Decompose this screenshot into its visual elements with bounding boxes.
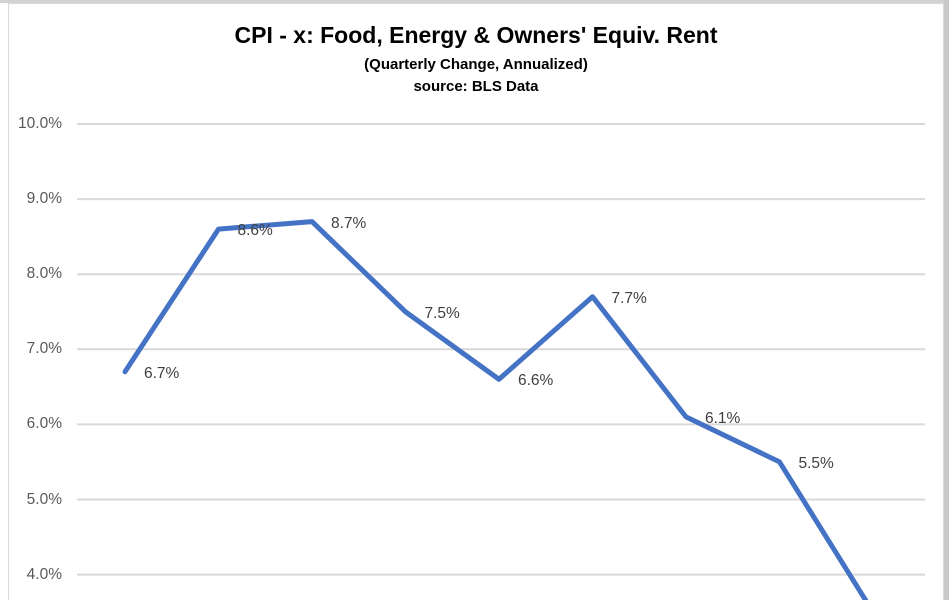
chart-subtitle: (Quarterly Change, Annualized)	[364, 56, 588, 73]
data-point-label: 7.5%	[424, 304, 460, 322]
chart-title: CPI - x: Food, Energy & Owners' Equiv. R…	[234, 22, 718, 48]
window-edge-right	[944, 0, 949, 600]
data-point-label: 6.6%	[518, 372, 554, 390]
y-tick-label: 10.0%	[18, 115, 62, 132]
window-edge-top	[0, 0, 949, 3]
data-point-label: 6.1%	[705, 409, 741, 427]
data-point-label: 5.5%	[798, 454, 834, 472]
y-tick-label: 8.0%	[26, 265, 62, 283]
gridlines	[77, 123, 925, 576]
cpi-series-line	[122, 219, 869, 600]
data-point-label: 7.7%	[611, 289, 647, 307]
y-tick-label: 7.0%	[26, 340, 62, 358]
chart-source-note: source: BLS Data	[413, 78, 539, 95]
data-point-label: 8.6%	[237, 222, 273, 240]
data-point-label: 8.7%	[331, 214, 367, 232]
y-tick-label: 5.0%	[26, 490, 62, 508]
data-point-label: 6.7%	[144, 364, 180, 382]
y-tick-label: 9.0%	[26, 190, 62, 208]
y-tick-label: 4.0%	[26, 565, 62, 583]
y-tick-label: 6.0%	[26, 415, 62, 433]
